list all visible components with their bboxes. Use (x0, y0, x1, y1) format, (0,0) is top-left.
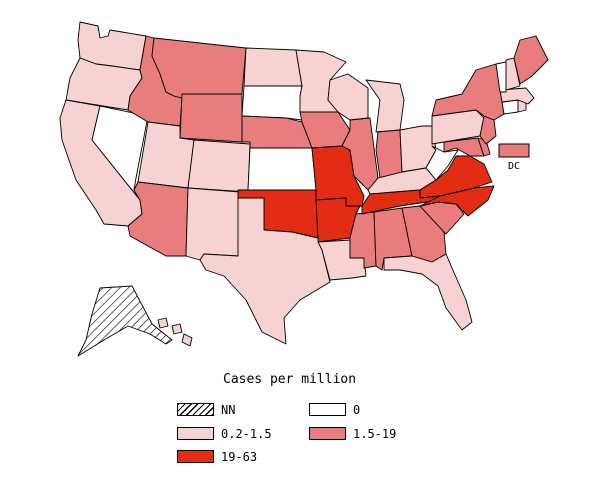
legend-label-zero: 0 (353, 402, 361, 417)
legend-swatch-mid (309, 427, 346, 440)
legend-item-zero: 0 (309, 402, 360, 417)
state-dc-box (498, 143, 530, 158)
legend-item-nn: NN (177, 402, 235, 417)
state-fl (383, 253, 473, 331)
state-ak (77, 285, 173, 357)
state-tx (199, 197, 331, 345)
state-az (127, 181, 189, 257)
legend-swatch-nn (177, 403, 214, 416)
legend-label-high: 19-63 (221, 449, 258, 464)
state-nd (243, 47, 303, 87)
state-nm (185, 187, 241, 261)
legend-label-nn: NN (221, 402, 236, 417)
state-nh (505, 57, 521, 91)
state-va (419, 155, 493, 199)
legend-swatch-low (177, 427, 214, 440)
legend-item-mid: 1.5-19 (309, 426, 396, 441)
legend-label-mid: 1.5-19 (353, 426, 397, 441)
state-il (341, 117, 379, 191)
state-mi (365, 79, 405, 133)
state-ks (247, 147, 317, 191)
state-hi-1 (157, 317, 169, 329)
state-in (375, 129, 403, 179)
state-mt (151, 37, 247, 99)
state-ma (499, 87, 535, 105)
state-co (187, 139, 251, 193)
legend-item-low: 0.2-1.5 (177, 426, 272, 441)
state-me (513, 35, 549, 85)
state-hi-2 (171, 323, 183, 335)
state-hi-3 (181, 333, 193, 347)
legend-swatch-zero (309, 403, 346, 416)
dc-label: DC (508, 161, 520, 172)
state-wy (179, 93, 243, 143)
legend-item-high: 19-63 (177, 449, 257, 464)
state-sd (241, 85, 303, 121)
legend-label-low: 0.2-1.5 (221, 426, 272, 441)
legend-swatch-high (177, 450, 214, 463)
legend-title: Cases per million (223, 372, 357, 387)
state-vt (495, 61, 507, 93)
